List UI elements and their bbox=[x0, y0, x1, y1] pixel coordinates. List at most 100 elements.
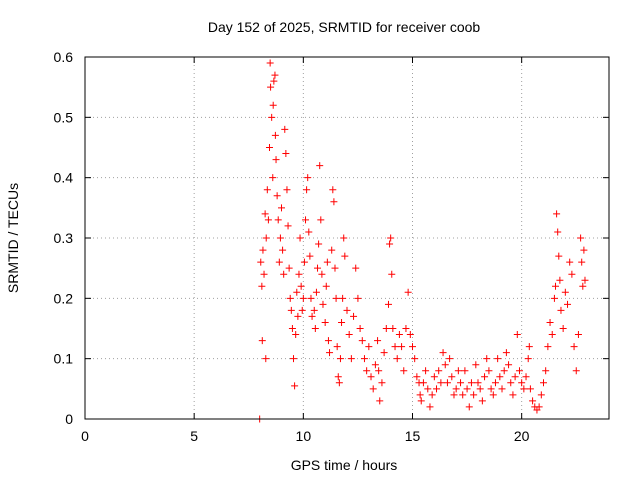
data-point bbox=[340, 234, 348, 242]
data-point bbox=[307, 294, 315, 302]
data-point bbox=[365, 343, 373, 351]
data-point bbox=[288, 325, 296, 332]
data-point bbox=[311, 325, 319, 332]
data-point bbox=[356, 325, 364, 332]
data-point bbox=[564, 300, 572, 308]
data-point bbox=[276, 234, 284, 242]
data-point bbox=[404, 288, 412, 296]
data-point bbox=[286, 294, 294, 302]
data-point bbox=[474, 379, 482, 387]
data-point bbox=[271, 71, 279, 79]
data-point bbox=[417, 397, 425, 405]
data-point bbox=[354, 294, 362, 302]
data-point bbox=[581, 276, 589, 284]
data-point bbox=[524, 355, 532, 363]
data-point bbox=[314, 264, 322, 272]
data-point bbox=[376, 397, 384, 405]
data-point bbox=[328, 246, 336, 254]
data-point bbox=[411, 355, 419, 363]
y-axis-label: SRMTID / TECUs bbox=[5, 183, 21, 293]
x-tick-labels: 0 5 10 15 20 bbox=[81, 428, 530, 444]
data-point bbox=[487, 385, 495, 393]
data-point bbox=[321, 318, 329, 326]
data-point bbox=[578, 258, 586, 266]
data-point bbox=[463, 385, 471, 393]
data-point bbox=[264, 216, 272, 224]
data-point bbox=[441, 361, 449, 369]
data-point bbox=[329, 186, 337, 194]
data-point bbox=[402, 325, 410, 332]
data-point bbox=[483, 355, 491, 363]
data-point bbox=[386, 240, 394, 248]
data-point bbox=[430, 373, 438, 381]
data-point bbox=[338, 318, 346, 326]
data-point bbox=[389, 325, 397, 332]
data-point bbox=[331, 264, 339, 272]
data-point bbox=[400, 367, 408, 375]
data-point bbox=[388, 270, 396, 278]
y-tick-label: 0.3 bbox=[54, 230, 74, 246]
data-point bbox=[262, 355, 270, 363]
data-point bbox=[437, 379, 445, 387]
data-point bbox=[439, 349, 447, 357]
data-point bbox=[278, 204, 285, 212]
y-tick-label: 0.4 bbox=[54, 170, 74, 186]
data-point bbox=[552, 282, 560, 290]
data-point bbox=[485, 367, 493, 375]
data-point bbox=[491, 379, 499, 387]
data-point bbox=[375, 367, 383, 375]
data-point bbox=[316, 162, 324, 170]
data-point bbox=[422, 367, 430, 375]
data-point bbox=[360, 355, 368, 363]
data-point bbox=[363, 367, 371, 375]
data-point bbox=[334, 373, 342, 381]
data-point bbox=[270, 77, 278, 85]
data-point bbox=[535, 403, 543, 411]
axis-ticks bbox=[84, 56, 609, 420]
data-point bbox=[273, 192, 281, 200]
data-point bbox=[413, 373, 421, 381]
data-point bbox=[282, 150, 290, 158]
data-point bbox=[472, 361, 480, 369]
data-point bbox=[443, 379, 451, 387]
data-point bbox=[333, 343, 341, 351]
data-point bbox=[554, 228, 562, 236]
data-point bbox=[454, 367, 462, 375]
data-point bbox=[481, 373, 489, 381]
data-point bbox=[263, 186, 271, 194]
data-point bbox=[574, 331, 582, 339]
y-tick-labels: 0 0.1 0.2 0.3 0.4 0.5 0.6 bbox=[54, 49, 74, 427]
y-tick-label: 0.2 bbox=[54, 290, 74, 306]
data-point bbox=[572, 367, 580, 375]
data-point bbox=[292, 331, 300, 339]
data-point bbox=[299, 294, 307, 302]
data-point bbox=[502, 349, 510, 357]
data-point bbox=[566, 258, 574, 266]
data-point bbox=[326, 349, 334, 357]
data-point bbox=[315, 240, 323, 248]
data-point bbox=[433, 385, 441, 393]
data-point bbox=[259, 246, 267, 254]
data-point bbox=[269, 101, 277, 109]
data-point bbox=[494, 355, 502, 363]
data-point bbox=[262, 234, 270, 242]
data-point bbox=[435, 367, 443, 375]
x-tick-label: 20 bbox=[514, 428, 530, 444]
data-point bbox=[371, 361, 379, 369]
data-point bbox=[498, 385, 506, 393]
data-point bbox=[339, 294, 347, 302]
data-point bbox=[268, 113, 276, 121]
data-point bbox=[293, 288, 301, 296]
data-point bbox=[548, 331, 556, 339]
data-point bbox=[465, 403, 473, 411]
data-point bbox=[367, 373, 375, 381]
data-point bbox=[384, 300, 392, 308]
x-tick-label: 10 bbox=[296, 428, 312, 444]
data-point bbox=[352, 264, 360, 272]
data-point bbox=[452, 385, 460, 393]
data-point bbox=[310, 306, 318, 314]
data-point bbox=[267, 83, 275, 91]
chart-title: Day 152 of 2025, SRMTID for receiver coo… bbox=[208, 19, 481, 35]
data-point bbox=[515, 367, 523, 375]
data-point bbox=[298, 306, 306, 314]
